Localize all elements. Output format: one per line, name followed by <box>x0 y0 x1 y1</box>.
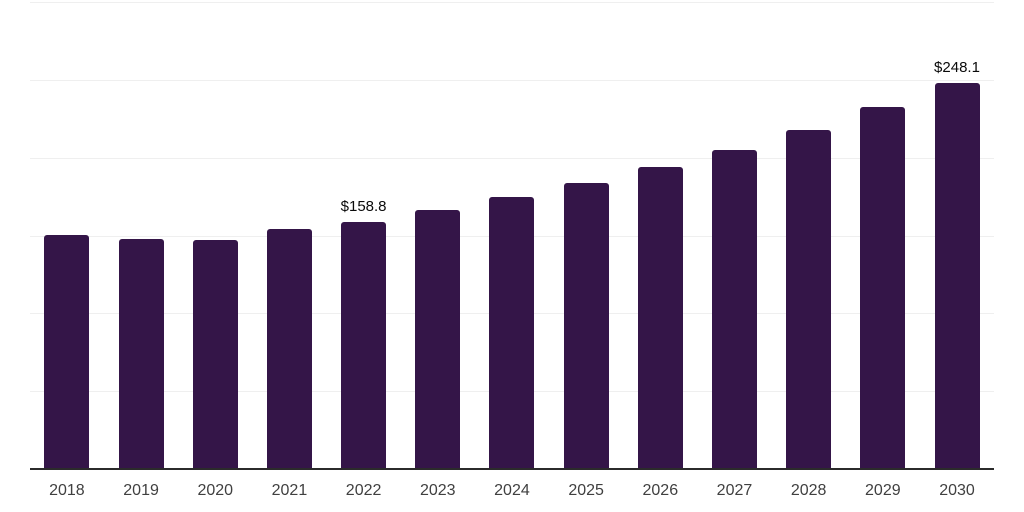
x-tick-label-2020: 2020 <box>197 482 234 499</box>
x-tick-label-2018: 2018 <box>49 482 85 499</box>
x-tick-label-2027: 2027 <box>716 482 753 499</box>
x-tick-label-2024: 2024 <box>494 482 530 499</box>
bar-2025 <box>563 183 609 469</box>
gridline-250 <box>30 79 994 81</box>
bar-2026 <box>637 167 683 469</box>
bar-2020 <box>192 240 238 469</box>
x-tick-label-2023: 2023 <box>419 482 456 499</box>
x-axis-line <box>30 468 994 470</box>
bar-2023 <box>415 209 461 469</box>
gridline-300 <box>30 2 994 3</box>
bar-2027 <box>711 150 757 469</box>
bar-2021 <box>266 229 312 469</box>
x-tick-label-2026: 2026 <box>642 482 679 499</box>
bar-2028 <box>786 130 832 469</box>
bar-2030 <box>934 82 980 469</box>
x-tick-label-2021: 2021 <box>271 482 308 499</box>
bar-2022 <box>341 221 387 469</box>
x-tick-label-2029: 2029 <box>865 482 901 499</box>
bar-2029 <box>860 106 906 469</box>
x-tick-label-2022: 2022 <box>345 482 382 499</box>
bar-value-label-2022: $158.8 <box>340 197 387 215</box>
bar-value-label-2030: $248.1 <box>934 58 980 76</box>
bar-2024 <box>489 197 535 469</box>
x-tick-label-2028: 2028 <box>790 482 827 499</box>
x-tick-label-2025: 2025 <box>568 482 604 499</box>
x-tick-label-2030: 2030 <box>939 482 975 499</box>
bar-2019 <box>118 238 164 469</box>
gridline-200 <box>30 157 994 159</box>
bar-2018 <box>44 234 90 469</box>
x-tick-label-2019: 2019 <box>123 482 159 499</box>
